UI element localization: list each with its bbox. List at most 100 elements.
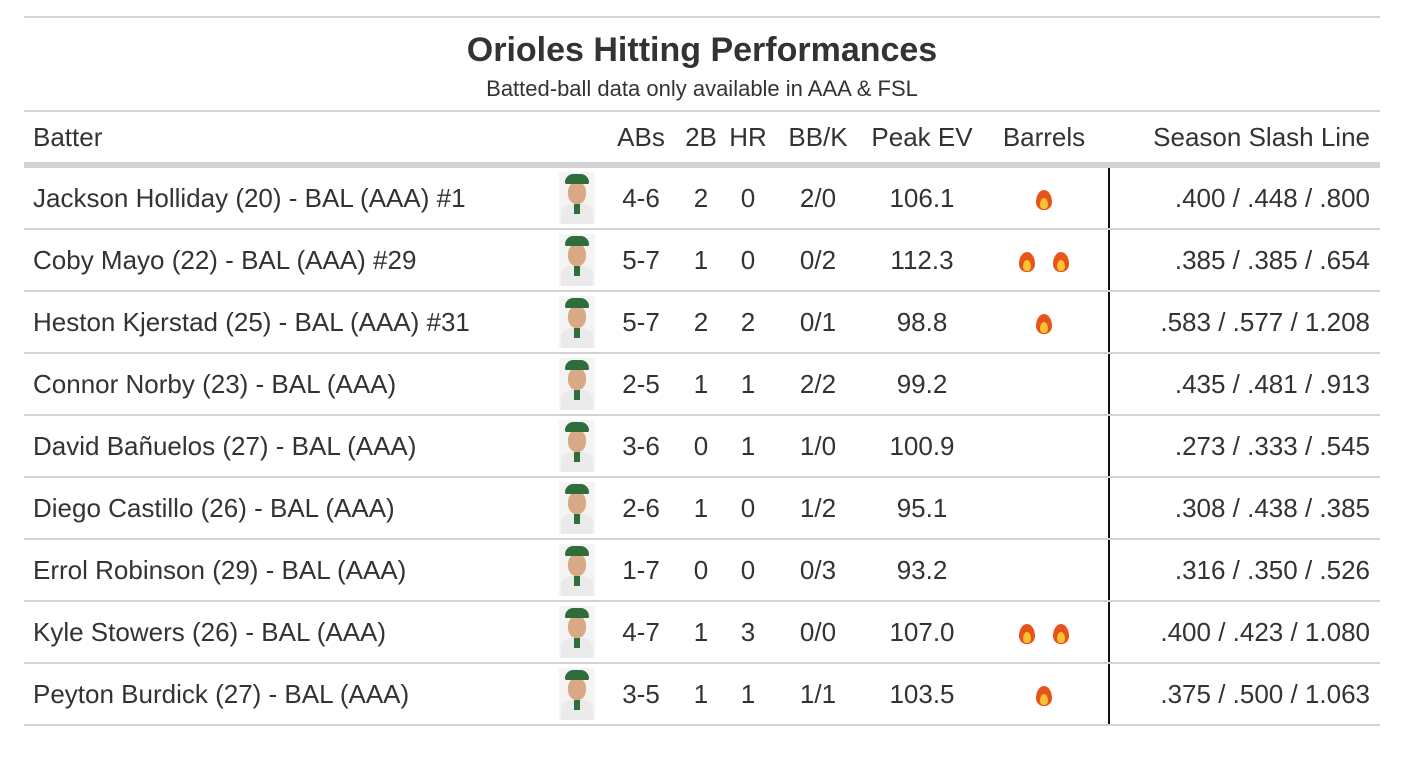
batter-name: Jackson Holliday (20) - BAL (AAA) #1 bbox=[24, 165, 549, 230]
col-2b: 2B bbox=[685, 121, 717, 152]
hr-value: 1 bbox=[725, 353, 771, 416]
col-photo bbox=[549, 112, 605, 165]
peak-ev-value: 103.5 bbox=[865, 663, 979, 726]
player-headshot-icon bbox=[559, 420, 595, 472]
bbk-value: 1/0 bbox=[771, 415, 865, 478]
player-headshot-icon bbox=[559, 296, 595, 348]
fire-icon bbox=[1035, 312, 1053, 336]
hr-value: 0 bbox=[725, 165, 771, 230]
hr-value: 0 bbox=[725, 229, 771, 292]
table-row: Diego Castillo (26) - BAL (AAA) 2-6 1 0 1/2 9… bbox=[24, 477, 1380, 540]
abs-value: 1-7 bbox=[605, 539, 677, 602]
col-bbk: BB/K bbox=[788, 121, 848, 152]
table-subtitle: Batted-ball data only available in AAA &… bbox=[486, 76, 918, 101]
slash-line-value: .273 / .333 / .545 bbox=[1108, 415, 1380, 478]
headshot bbox=[549, 415, 605, 478]
bbk-value: 1/2 bbox=[771, 477, 865, 540]
table-title: Orioles Hitting Performances bbox=[466, 31, 938, 69]
slash-line-value: .375 / .500 / 1.063 bbox=[1108, 663, 1380, 726]
doubles-value: 0 bbox=[677, 415, 725, 478]
batter-name: Errol Robinson (29) - BAL (AAA) bbox=[24, 539, 549, 602]
table-row: Kyle Stowers (26) - BAL (AAA) 4-7 1 3 0/0 107… bbox=[24, 601, 1380, 664]
abs-value: 3-6 bbox=[605, 415, 677, 478]
fire-icon bbox=[1052, 250, 1070, 274]
peak-ev-value: 98.8 bbox=[865, 291, 979, 354]
table-row: Heston Kjerstad (25) - BAL (AAA) #31 5-7 2… bbox=[24, 291, 1380, 354]
barrels-cell bbox=[979, 539, 1109, 602]
player-headshot-icon bbox=[559, 234, 595, 286]
bbk-value: 0/0 bbox=[771, 601, 865, 664]
abs-value: 4-6 bbox=[605, 165, 677, 230]
batter-name: Kyle Stowers (26) - BAL (AAA) bbox=[24, 601, 549, 664]
top-rule bbox=[24, 16, 1380, 18]
batter-name: Heston Kjerstad (25) - BAL (AAA) #31 bbox=[24, 291, 549, 354]
headshot bbox=[549, 663, 605, 726]
hr-value: 2 bbox=[725, 291, 771, 354]
doubles-value: 1 bbox=[677, 477, 725, 540]
doubles-value: 1 bbox=[677, 663, 725, 726]
headshot bbox=[549, 477, 605, 540]
hr-value: 0 bbox=[725, 477, 771, 540]
peak-ev-value: 107.0 bbox=[865, 601, 979, 664]
bbk-value: 2/2 bbox=[771, 353, 865, 416]
header-row: Batter ABs 2B HR BB/K Peak EV Barrels Se… bbox=[24, 112, 1380, 165]
abs-value: 2-6 bbox=[605, 477, 677, 540]
batter-name: David Bañuelos (27) - BAL (AAA) bbox=[24, 415, 549, 478]
peak-ev-value: 106.1 bbox=[865, 165, 979, 230]
slash-line-value: .400 / .448 / .800 bbox=[1108, 165, 1380, 230]
peak-ev-value: 112.3 bbox=[865, 229, 979, 292]
player-headshot-icon bbox=[559, 544, 595, 596]
batter-name: Connor Norby (23) - BAL (AAA) bbox=[24, 353, 549, 416]
barrels-cell bbox=[979, 477, 1109, 540]
barrels-cell bbox=[979, 165, 1109, 230]
fire-icon bbox=[1018, 622, 1036, 646]
barrels-cell bbox=[979, 353, 1109, 416]
table-row: David Bañuelos (27) - BAL (AAA) 3-6 0 1 1/0 1… bbox=[24, 415, 1380, 478]
bbk-value: 1/1 bbox=[771, 663, 865, 726]
fire-icon bbox=[1052, 622, 1070, 646]
doubles-value: 1 bbox=[677, 601, 725, 664]
barrels-cell bbox=[979, 291, 1109, 354]
headshot bbox=[549, 601, 605, 664]
headshot bbox=[549, 165, 605, 230]
table-row: Errol Robinson (29) - BAL (AAA) 1-7 0 0 0/3 9… bbox=[24, 539, 1380, 602]
fire-icon bbox=[1035, 188, 1053, 212]
player-headshot-icon bbox=[559, 606, 595, 658]
hr-value: 0 bbox=[725, 539, 771, 602]
headshot bbox=[549, 539, 605, 602]
col-hr: HR bbox=[729, 121, 767, 152]
peak-ev-value: 100.9 bbox=[865, 415, 979, 478]
col-peak-ev: Peak EV bbox=[871, 121, 973, 152]
slash-line-value: .385 / .385 / .654 bbox=[1108, 229, 1380, 292]
table-body: Jackson Holliday (20) - BAL (AAA) #1 4-6 2… bbox=[24, 165, 1380, 726]
doubles-value: 2 bbox=[677, 165, 725, 230]
slash-line-value: .435 / .481 / .913 bbox=[1108, 353, 1380, 416]
headshot bbox=[549, 291, 605, 354]
batter-name: Coby Mayo (22) - BAL (AAA) #29 bbox=[24, 229, 549, 292]
abs-value: 4-7 bbox=[605, 601, 677, 664]
stats-table-card: Orioles Hitting Performances Batted-ball… bbox=[24, 16, 1380, 726]
doubles-value: 1 bbox=[677, 229, 725, 292]
barrels-cell bbox=[979, 229, 1109, 292]
abs-value: 5-7 bbox=[605, 291, 677, 354]
hr-value: 1 bbox=[725, 663, 771, 726]
doubles-value: 0 bbox=[677, 539, 725, 602]
doubles-value: 2 bbox=[677, 291, 725, 354]
abs-value: 3-5 bbox=[605, 663, 677, 726]
header-rule bbox=[24, 110, 1380, 112]
fire-icon bbox=[1018, 250, 1036, 274]
barrels-cell bbox=[979, 663, 1109, 726]
headshot bbox=[549, 353, 605, 416]
col-batter: Batter bbox=[33, 121, 103, 152]
bbk-value: 0/3 bbox=[771, 539, 865, 602]
table-row: Connor Norby (23) - BAL (AAA) 2-5 1 1 2/2 99.… bbox=[24, 353, 1380, 416]
hitting-table: Batter ABs 2B HR BB/K Peak EV Barrels Se… bbox=[24, 112, 1380, 726]
peak-ev-value: 93.2 bbox=[865, 539, 979, 602]
barrels-cell bbox=[979, 415, 1109, 478]
abs-value: 5-7 bbox=[605, 229, 677, 292]
slash-line-value: .308 / .438 / .385 bbox=[1108, 477, 1380, 540]
col-barrels: Barrels bbox=[1002, 121, 1086, 152]
table-row: Peyton Burdick (27) - BAL (AAA) 3-5 1 1 1/1 1… bbox=[24, 663, 1380, 726]
table-row: Jackson Holliday (20) - BAL (AAA) #1 4-6 2… bbox=[24, 165, 1380, 230]
batter-name: Peyton Burdick (27) - BAL (AAA) bbox=[24, 663, 549, 726]
